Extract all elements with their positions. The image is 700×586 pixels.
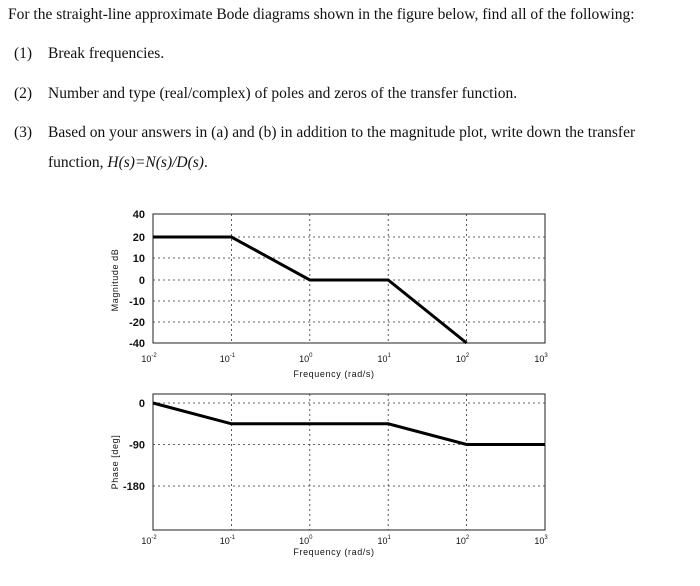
phase-plot-frame [152,393,546,531]
magnitude-y-tick-label: -10 [129,296,145,308]
magnitude-y-tick-label: 20 [133,232,145,244]
question-3-suffix: . [203,154,208,171]
question-item-1: (1) Break frequencies. [14,45,164,63]
phase-x-tick-label: 10-2 [141,535,157,546]
question-3-prefix: function, [48,154,108,171]
transfer-function-formula: H(s)=N(s)/D(s) [107,154,204,171]
magnitude-y-tick-label: 40 [133,209,145,221]
magnitude-x-tick-label: 10-1 [220,353,236,364]
phase-y-tick-label: 0 [139,398,145,410]
magnitude-y-axis-label: Magnitude dB [110,249,120,312]
question-number-2: (2) [14,85,33,102]
question-item-3-continued: function, H(s)=N(s)/D(s). [48,154,208,172]
problem-intro: For the straight-line approximate Bode d… [8,6,635,23]
phase-curve [152,401,545,446]
phase-x-tick-label: 100 [299,535,313,546]
magnitude-x-tick-label: 101 [378,353,392,364]
question-number-3: (3) [14,124,33,141]
question-number-1: (1) [14,45,33,62]
phase-x-tick-label: 10-1 [220,535,236,546]
magnitude-y-tick-label: 0 [139,275,145,287]
phase-y-axis-label: Phase [deg] [110,435,120,490]
magnitude-x-tick-label: 102 [456,353,470,364]
phase-y-tick-label: -180 [123,481,145,493]
question-text-1: Break frequencies. [48,45,165,62]
magnitude-x-axis-label: Frequency (rad/s) [293,369,374,379]
question-item-3: (3) Based on your answers in (a) and (b) … [14,124,635,142]
question-text-2: Number and type (real/complex) of poles … [48,85,518,102]
phase-x-tick-label: 101 [378,535,392,546]
phase-plot: 0 -90 -180 10-2 10-1 100 101 102 103 Frequency (r… [110,393,548,557]
magnitude-y-tick-label: 10 [133,253,145,265]
phase-y-tick-label: -90 [129,440,145,452]
magnitude-y-tick-label: -20 [129,317,145,329]
question-text-3: Based on your answers in (a) and (b) in … [48,124,636,141]
magnitude-y-tick-label: -40 [129,338,145,350]
phase-x-tick-label: 102 [456,535,470,546]
phase-x-tick-label: 103 [534,535,548,546]
magnitude-x-tick-label: 100 [299,353,313,364]
magnitude-x-tick-label: 103 [534,353,548,364]
phase-x-axis-label: Frequency (rad/s) [293,547,374,557]
magnitude-curve [153,235,468,345]
magnitude-x-tick-label: 10-2 [141,353,157,364]
magnitude-plot-frame [152,213,546,344]
question-item-2: (2) Number and type (real/complex) of pol… [14,85,517,103]
